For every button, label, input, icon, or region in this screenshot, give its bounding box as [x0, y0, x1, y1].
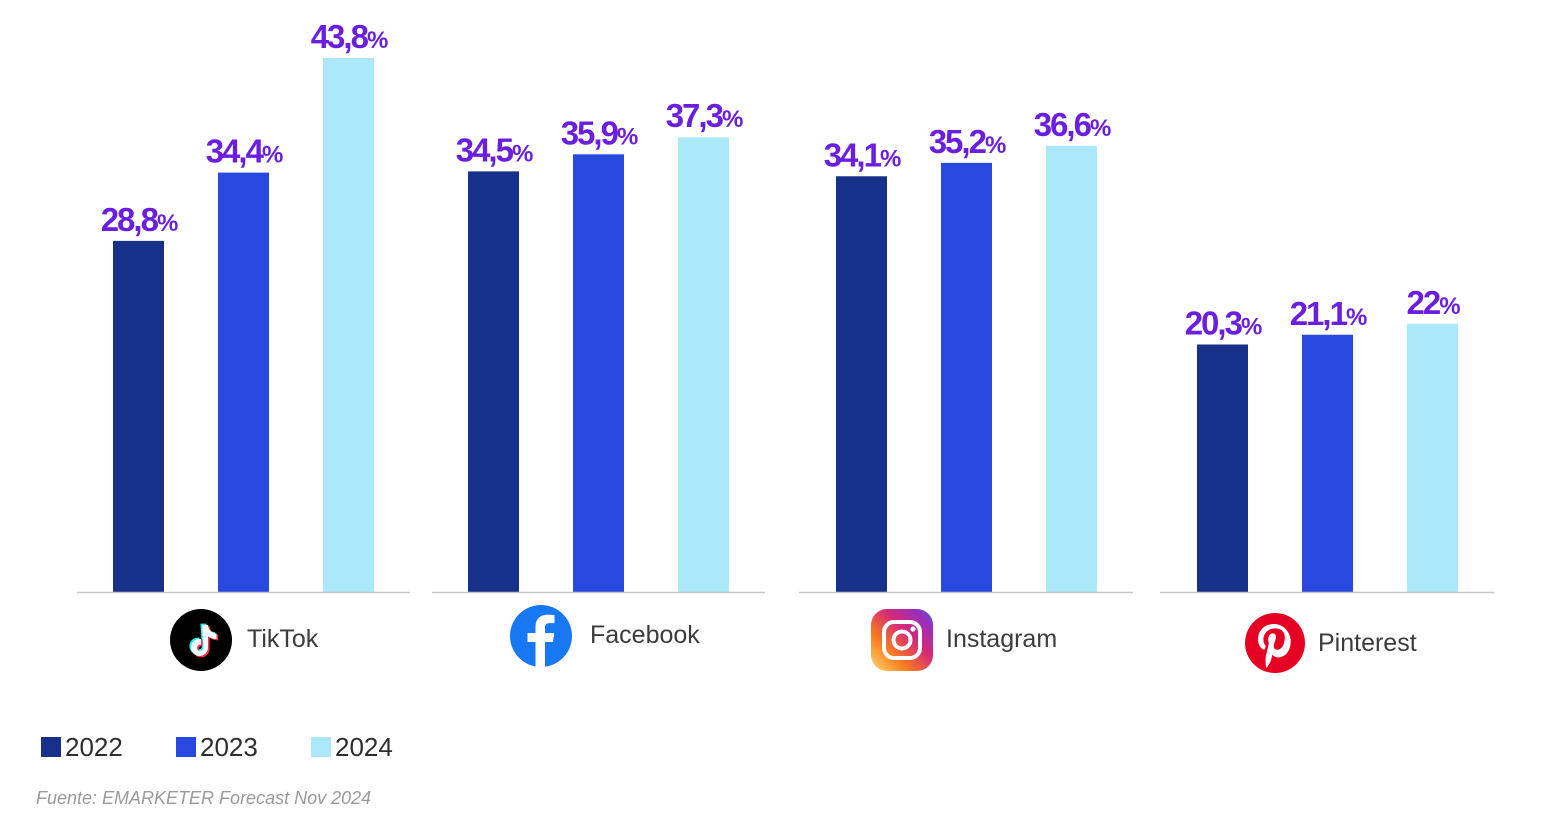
legend-label: 2022: [65, 732, 123, 762]
category-label: Facebook: [590, 621, 700, 649]
bar-pinterest-2023: [1302, 334, 1353, 592]
source-note: Fuente: EMARKETER Forecast Nov 2024: [36, 788, 371, 808]
legend-swatch: [41, 737, 61, 757]
data-label-tiktok-2022: 28,8%: [101, 201, 178, 238]
instagram-logo-icon: [871, 609, 933, 671]
bar-pinterest-2022: [1197, 344, 1248, 592]
category-facebook: Facebook: [510, 605, 700, 667]
legend-item-2023: 2023: [176, 732, 258, 762]
data-label-tiktok-2024: 43,8%: [311, 18, 388, 55]
legend-label: 2023: [200, 732, 258, 762]
category-label: Instagram: [946, 625, 1057, 653]
data-label-pinterest-2022: 20,3%: [1185, 305, 1262, 342]
bar-pinterest-2024: [1407, 323, 1458, 592]
bar-facebook-2022: [468, 171, 519, 593]
data-label-facebook-2023: 35,9%: [561, 114, 638, 151]
legend: 2022 2023 2024: [41, 732, 393, 762]
legend-swatch: [311, 737, 331, 757]
bar-instagram-2023: [941, 162, 992, 593]
data-label-pinterest-2024: 22%: [1406, 284, 1460, 321]
bar-facebook-2023: [573, 154, 624, 592]
legend-swatch: [176, 737, 196, 757]
category-instagram: Instagram: [871, 609, 1057, 671]
bar-facebook-2024: [678, 137, 729, 592]
legend-label: 2024: [335, 732, 393, 762]
data-label-instagram-2022: 34,1%: [824, 136, 901, 173]
data-label-pinterest-2023: 21,1%: [1290, 295, 1367, 332]
data-label-facebook-2022: 34,5%: [456, 131, 533, 168]
bar-instagram-2024: [1046, 145, 1097, 592]
data-label-instagram-2023: 35,2%: [929, 123, 1006, 160]
data-label-facebook-2024: 37,3%: [666, 97, 743, 134]
category-label: Pinterest: [1318, 629, 1417, 657]
legend-item-2022: 2022: [41, 732, 123, 762]
legend-item-2024: 2024: [311, 732, 393, 762]
bar-tiktok-2022: [113, 240, 164, 592]
category-label: TikTok: [247, 625, 319, 653]
bar-instagram-2022: [836, 176, 887, 593]
data-label-tiktok-2023: 34,4%: [206, 133, 283, 170]
category-pinterest: Pinterest: [1245, 613, 1417, 673]
bar-tiktok-2023: [218, 172, 269, 593]
value-labels-layer: 28,8% 34,4% 43,8% 34,5% 35,9% 37,3% 34,1% 35,2%…: [101, 18, 1462, 342]
tiktok-logo-icon: [170, 609, 232, 671]
bars-layer: [113, 58, 1458, 593]
bar-tiktok-2024: [323, 58, 374, 592]
data-label-instagram-2024: 36,6%: [1034, 106, 1111, 143]
pinterest-logo-icon: [1245, 613, 1305, 673]
facebook-logo-icon: [510, 605, 572, 667]
category-tiktok: TikTok: [170, 609, 319, 671]
